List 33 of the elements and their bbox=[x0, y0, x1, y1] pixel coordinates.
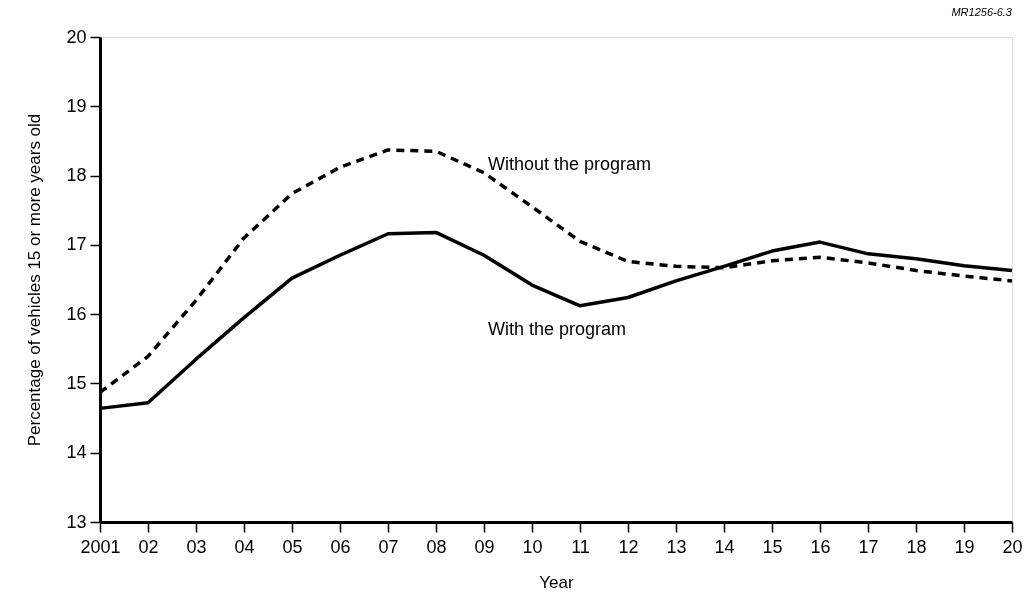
x-tick-label: 2001 bbox=[80, 536, 121, 557]
x-tick-label: 16 bbox=[810, 536, 831, 557]
text: MR1256-6.3 bbox=[951, 6, 1013, 18]
x-tick-label: 17 bbox=[858, 536, 879, 557]
x-tick-label: 08 bbox=[426, 536, 447, 557]
x-tick-label: 09 bbox=[474, 536, 495, 557]
y-tick-label: 15 bbox=[66, 372, 87, 393]
y-axis-title: Percentage of vehicles 15 or more years old bbox=[25, 113, 45, 447]
x-tick-label: 18 bbox=[906, 536, 927, 557]
series-label: With the program bbox=[488, 318, 627, 339]
x-tick-label: 20 bbox=[1002, 536, 1023, 557]
x-tick-label: 10 bbox=[522, 536, 543, 557]
x-tick-label: 12 bbox=[618, 536, 639, 557]
y-tick-label: 17 bbox=[66, 234, 87, 255]
series-label: Without the program bbox=[488, 153, 652, 174]
x-axis-title: Year bbox=[539, 572, 575, 592]
x-tick-label: 07 bbox=[378, 536, 399, 557]
y-tick-label: 14 bbox=[66, 442, 87, 463]
y-tick-label: 20 bbox=[66, 26, 87, 47]
x-tick-label: 04 bbox=[234, 536, 255, 557]
y-tick-label: 16 bbox=[66, 303, 87, 324]
x-tick-label: 14 bbox=[714, 536, 735, 557]
x-tick-label: 19 bbox=[954, 536, 975, 557]
x-tick-label: 02 bbox=[138, 536, 159, 557]
x-tick-label: 05 bbox=[282, 536, 303, 557]
x-tick-label: 13 bbox=[666, 536, 687, 557]
x-tick-label: 15 bbox=[762, 536, 783, 557]
y-tick-label: 13 bbox=[66, 511, 87, 532]
x-tick-label: 03 bbox=[186, 536, 207, 557]
x-tick-label: 06 bbox=[330, 536, 351, 557]
x-tick-label: 11 bbox=[571, 536, 590, 557]
y-tick-label: 19 bbox=[66, 95, 87, 116]
y-tick-label: 18 bbox=[66, 165, 87, 186]
